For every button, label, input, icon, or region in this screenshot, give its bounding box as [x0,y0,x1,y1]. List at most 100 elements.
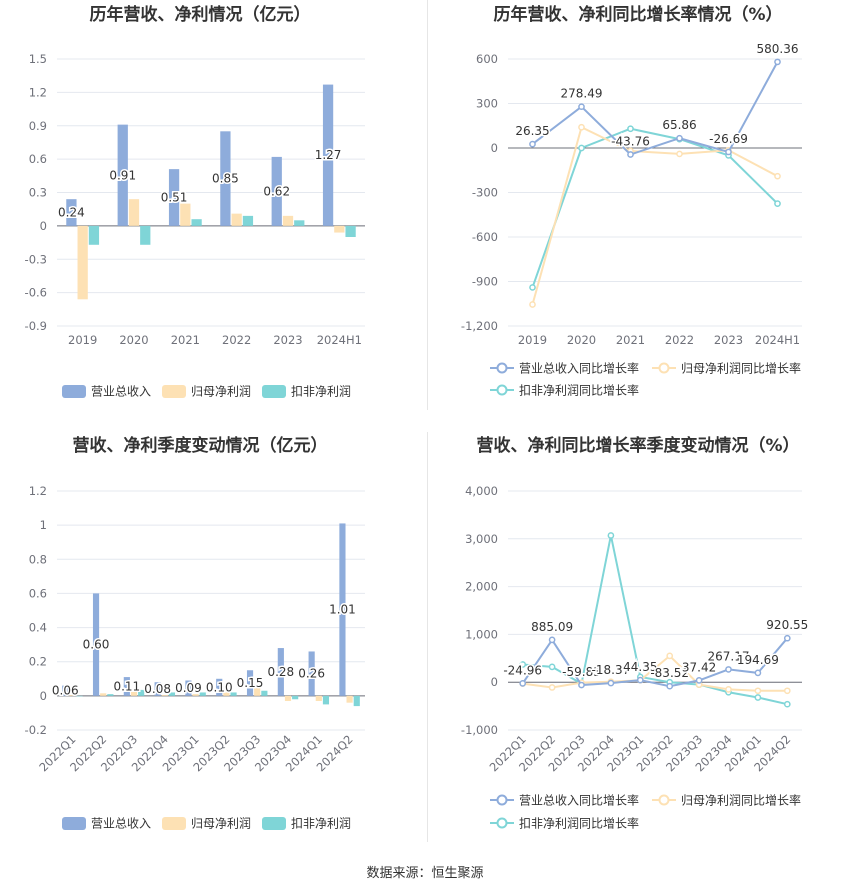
legend-item: 归母净利润同比增长率 [652,361,801,376]
bar-revenue [216,678,223,696]
legend-item: 归母净利润 [162,385,251,399]
bar-revenue [271,156,282,226]
chart-panel-1: 历年营收、净利情况（亿元） 1.5 1.2 0.9 0.6 0.3 0 -0.3 -0.6 -0.… [25,4,365,399]
y-tick-label: 0 [491,675,498,689]
legend-swatch-marker [496,817,508,829]
bar-net-profit [69,695,76,696]
vertical-divider [427,432,428,842]
line-deducted-profit-growth [522,535,788,706]
y-tick-label: -1,000 [461,723,498,737]
data-label: 0.11 [113,679,140,693]
data-label: 0.24 [58,206,85,220]
bar-revenue [66,199,77,226]
line-point [607,532,615,539]
legend-item: 扣非净利润同比增长率 [490,816,639,831]
legend-label: 营业总收入 [91,817,151,831]
legend-item: 归母净利润 [162,817,251,831]
line-point [783,687,791,695]
line-point [529,301,536,308]
line-point [529,284,536,291]
y-tick-label: 3,000 [465,532,498,546]
data-label: 37.42 [682,660,716,674]
line-point [578,144,585,152]
legend-item: 归母净利润同比增长率 [652,793,801,808]
x-tick-label: 2023 [273,333,302,347]
y-tick-label: -0.2 [25,723,47,737]
y-tick-label: -0.9 [25,319,47,333]
line-point [578,681,585,689]
vertical-divider [427,0,428,410]
legend-item: 营业总收入同比增长率 [490,793,639,808]
legend-label: 扣非净利润 [291,817,351,831]
bar-deducted-profit [294,220,305,226]
bar-revenue [339,523,346,696]
x-tick-label: 2024H1 [755,333,800,347]
bar-net-profit [100,693,107,696]
legend-item: 扣非净利润 [262,817,351,831]
x-tick-label: 2021 [171,333,200,347]
bar-revenue [246,670,254,696]
y-tick-label: -0.6 [25,286,47,300]
legend-label: 扣非净利润同比增长率 [519,383,639,398]
x-tick-label: 2020 [119,333,148,347]
legend-item: 扣非净利润 [262,385,351,399]
y-tick-label: 1.5 [29,52,47,66]
y-tick-label: 1,000 [465,627,498,641]
legend-swatch [62,385,86,398]
x-tick-label: 2024H1 [317,333,362,347]
data-label: 44.35 [623,660,657,674]
line-revenue-growth [521,637,789,688]
bar-revenue [322,84,334,226]
line-point [754,694,762,701]
data-label: 0.10 [206,680,233,694]
y-tick-label: 300 [476,97,498,111]
bar-deducted-profit [230,692,237,696]
y-tick-label: 0.6 [29,152,47,166]
bar-net-profit [231,213,242,226]
legend-item: 营业总收入同比增长率 [490,361,639,376]
line-point [578,103,585,111]
bar-deducted-profit [168,692,176,696]
data-label: 920.55 [766,618,808,632]
x-tick-label: 2022 [222,333,251,347]
data-label: 0.85 [212,172,239,186]
bar-net-profit [334,225,345,233]
data-label: 267.17 [708,649,750,663]
bar-net-profit [284,695,292,701]
data-label: 0.51 [161,191,188,205]
line-point [548,684,556,691]
line-point [578,123,585,131]
y-tick-label: 0.9 [29,119,47,133]
bar-deducted-profit [292,695,299,700]
y-tick-label: -600 [472,230,498,244]
bar-revenue [92,593,100,696]
bar-net-profit [223,692,230,696]
y-tick-label: 1.2 [29,85,47,99]
line-point [666,652,674,660]
legend-label: 营业总收入同比增长率 [519,793,639,808]
chart-title: 营收、净利同比增长率季度变动情况（%） [476,435,799,456]
bar-deducted-profit [107,694,114,696]
data-label: -26.69 [709,132,748,146]
legend-swatch-marker [496,794,508,806]
y-tick-label: 0.2 [29,655,47,669]
line-point [725,148,732,156]
legend-swatch [262,817,286,830]
data-label: 26.35 [515,124,549,138]
bar-revenue [62,685,69,696]
bar-deducted-profit [88,225,100,245]
chart-panel-2: 历年营收、净利同比增长率情况（%） 600 300 0 -300 -600 -900 -1,2… [461,4,802,398]
y-tick-label: -900 [472,275,498,289]
line-point [725,686,732,693]
chart-panel-3: 营收、净利季度变动情况（亿元）1.210.80.60.40.20-0.22022… [25,435,365,831]
legend-swatch [162,385,186,398]
data-label: 0.62 [263,184,290,198]
bar-revenue [185,680,192,696]
bar-revenue [123,677,130,696]
line-point [774,58,781,66]
y-tick-label: 0.8 [29,552,47,566]
data-label: 194.69 [737,653,779,667]
bar-net-profit [161,695,168,696]
x-tick-label: 2019 [518,333,547,347]
bar-net-profit [128,199,140,226]
